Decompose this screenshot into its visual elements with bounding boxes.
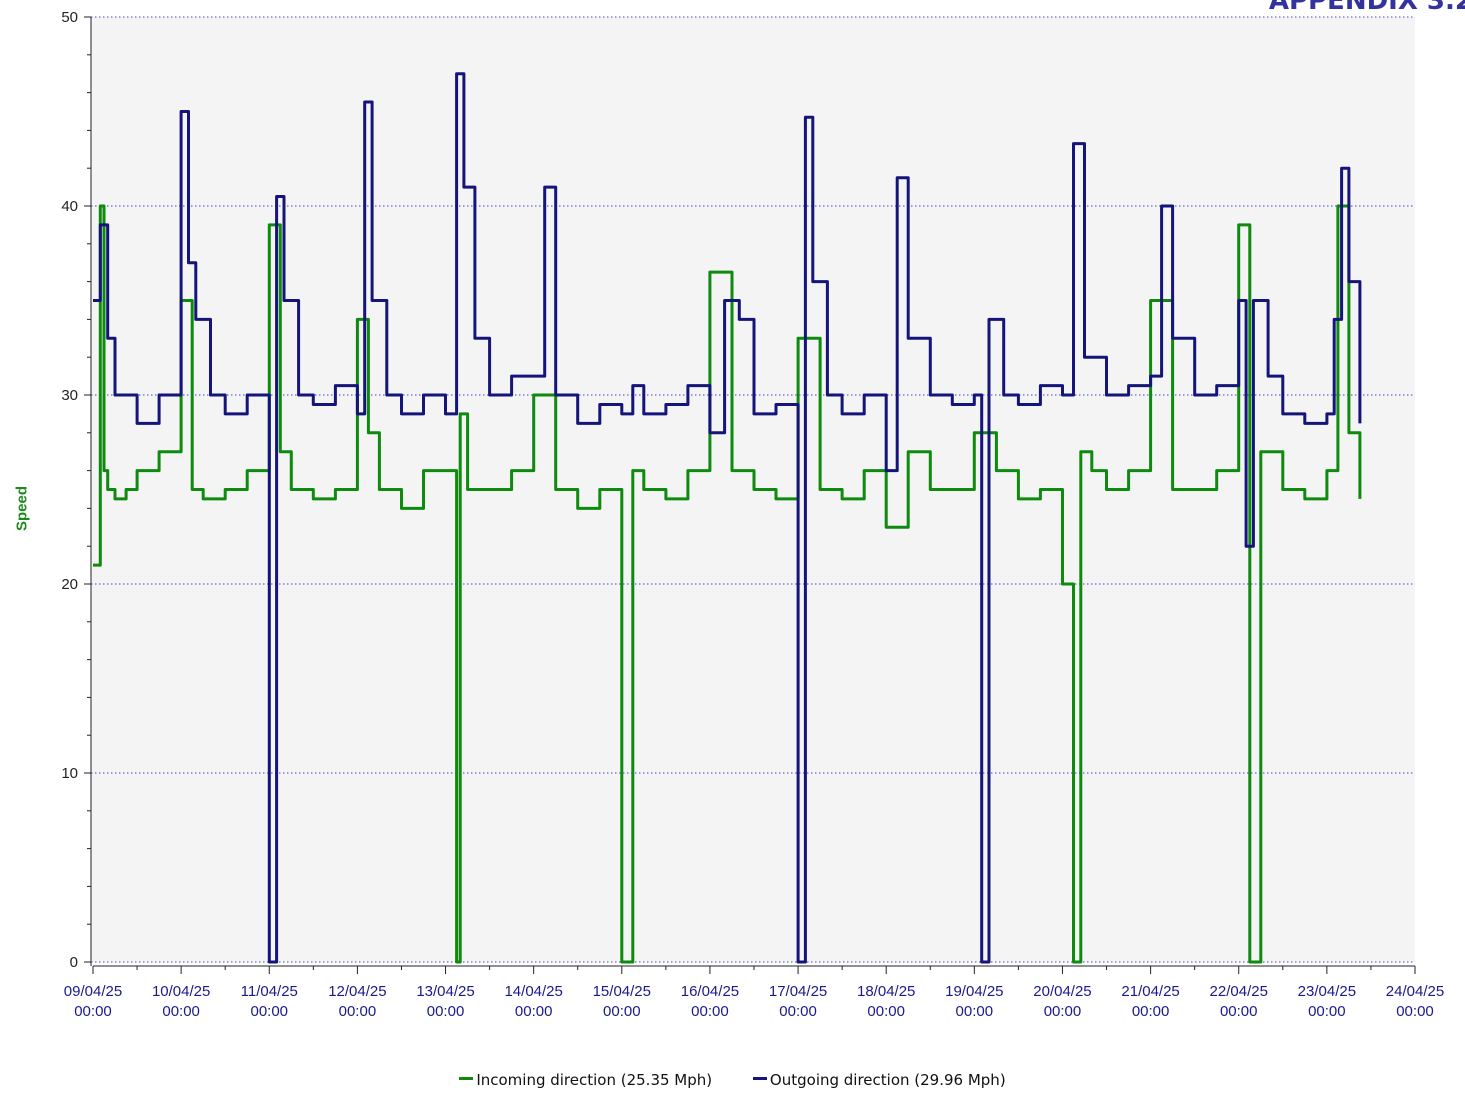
x-tick-label-date: 15/04/25 [593,983,651,1000]
x-tick-label-time: 00:00 [867,1003,905,1020]
y-tick-label: 20 [61,576,78,593]
x-tick-label-time: 00:00 [956,1003,994,1020]
y-tick-label: 30 [61,387,78,404]
x-tick-label-date: 11/04/25 [241,983,298,1000]
x-tick-label-time: 00:00 [250,1003,288,1020]
x-tick-label-date: 09/04/25 [64,983,122,1000]
x-tick-label-date: 14/04/25 [504,983,562,1000]
x-tick-label-time: 00:00 [1132,1003,1170,1020]
x-tick-label-time: 00:00 [691,1003,729,1020]
x-tick-label-date: 21/04/25 [1121,983,1179,1000]
x-tick-label-date: 13/04/25 [416,983,474,1000]
x-tick-label-date: 24/04/25 [1386,983,1444,1000]
x-tick-label-date: 23/04/25 [1298,983,1356,1000]
x-tick-label-time: 00:00 [515,1003,553,1020]
appendix-label: APPENDIX 3.2 [1269,0,1465,16]
y-tick-label: 50 [61,9,78,26]
x-tick-label-time: 00:00 [1044,1003,1082,1020]
legend: Incoming direction (25.35 Mph) Outgoing … [0,1071,1465,1089]
legend-swatch-outgoing [753,1077,767,1080]
legend-item-outgoing: Outgoing direction (29.96 Mph) [753,1071,1006,1089]
x-tick-label-time: 00:00 [779,1003,817,1020]
x-tick-label-date: 20/04/25 [1033,983,1091,1000]
legend-label-outgoing: Outgoing direction (29.96 Mph) [770,1071,1006,1089]
y-tick-label: 40 [61,198,78,215]
x-axis-ticks: 09/04/25 00:00 10/04/25 00:00 11/04/25 00:00 1… [64,966,1444,1020]
x-tick-label-time: 00:00 [74,1003,112,1020]
x-tick-label-date: 19/04/25 [945,983,1003,1000]
x-tick-label-date: 10/04/25 [152,983,210,1000]
x-tick-label-time: 00:00 [1308,1003,1346,1020]
y-tick-label: 0 [70,954,78,971]
x-tick-label-time: 00:00 [1220,1003,1258,1020]
legend-label-incoming: Incoming direction (25.35 Mph) [476,1071,712,1089]
x-tick-label-time: 00:00 [1396,1003,1434,1020]
x-tick-label-date: 17/04/25 [769,983,827,1000]
x-tick-label-time: 00:00 [162,1003,200,1020]
x-tick-label-date: 12/04/25 [328,983,386,1000]
y-tick-label: 10 [61,765,78,782]
x-tick-label-date: 16/04/25 [681,983,739,1000]
y-axis-label: Speed [14,479,31,539]
legend-swatch-incoming [459,1077,473,1080]
legend-item-incoming: Incoming direction (25.35 Mph) [459,1071,712,1089]
x-tick-label-time: 00:00 [427,1003,465,1020]
x-tick-label-date: 18/04/25 [857,983,915,1000]
x-tick-label-time: 00:00 [339,1003,377,1020]
x-tick-label-time: 00:00 [603,1003,641,1020]
x-tick-label-date: 22/04/25 [1210,983,1268,1000]
y-axis-ticks: 0 10 20 30 40 50 [61,9,91,971]
